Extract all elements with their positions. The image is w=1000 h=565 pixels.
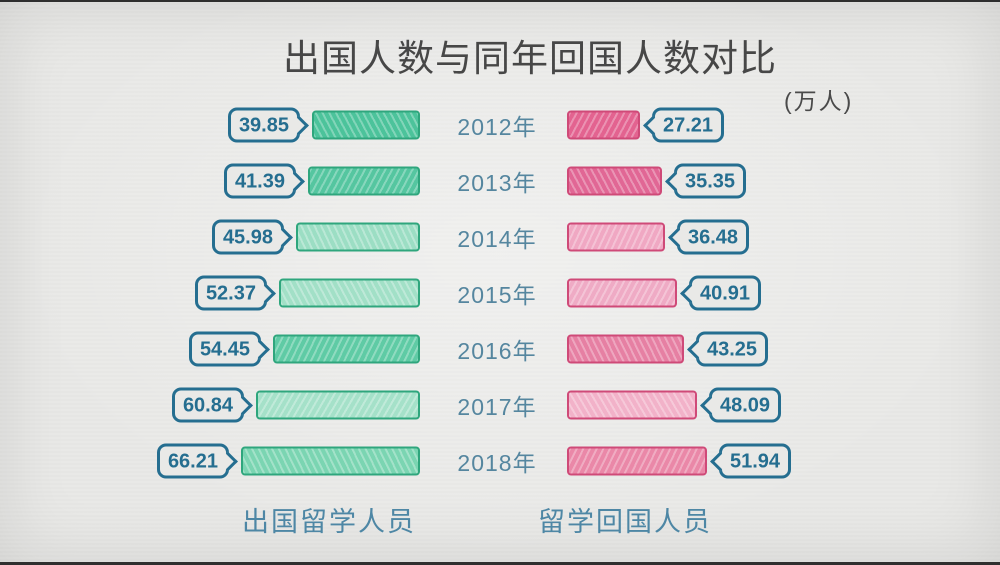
outbound-bar xyxy=(296,222,420,252)
outbound-bar xyxy=(241,446,420,476)
legend-returnee-label: 留学回国人员 xyxy=(538,507,712,537)
bar-row: 41.39 2013年 35.35 xyxy=(0,153,1000,209)
outbound-value-bubble: 39.85 xyxy=(227,107,300,143)
outbound-bar xyxy=(256,390,420,420)
returnee-bar xyxy=(567,278,677,308)
outbound-bar xyxy=(279,278,420,308)
returnee-bar xyxy=(567,390,697,420)
outbound-value-bubble: 45.98 xyxy=(211,219,284,255)
returnee-bar xyxy=(567,166,662,196)
returnee-value-bubble: 48.09 xyxy=(709,387,782,423)
returnee-bar xyxy=(567,446,707,476)
returnee-bar xyxy=(567,110,640,140)
bar-row: 60.84 2017年 48.09 xyxy=(0,377,1000,433)
returnee-bar xyxy=(567,334,684,364)
bar-row: 52.37 2015年 40.91 xyxy=(0,265,1000,321)
year-label: 2014年 xyxy=(457,226,537,252)
outbound-bar xyxy=(273,334,420,364)
chart-title: 出国人数与同年回国人数对比 xyxy=(283,38,777,79)
year-label: 2013年 xyxy=(457,170,537,196)
outbound-value-bubble: 60.84 xyxy=(171,387,244,423)
outbound-value-bubble: 52.37 xyxy=(194,275,267,311)
returnee-value-bubble: 51.94 xyxy=(719,443,792,479)
legend-outbound-label: 出国留学人员 xyxy=(242,507,416,537)
bar-row: 66.21 2018年 51.94 xyxy=(0,433,1000,489)
year-label: 2018年 xyxy=(457,450,537,476)
unit-label: (万人) xyxy=(784,88,854,114)
bar-row: 54.45 2016年 43.25 xyxy=(0,321,1000,377)
outbound-bar xyxy=(308,166,420,196)
bar-row: 39.85 2012年 27.21 xyxy=(0,97,1000,153)
year-label: 2012年 xyxy=(457,114,537,140)
returnee-value-bubble: 36.48 xyxy=(677,219,750,255)
returnee-value-bubble: 40.91 xyxy=(689,275,762,311)
outbound-value-bubble: 41.39 xyxy=(223,163,296,199)
outbound-bar xyxy=(312,110,420,140)
frame-bottom-edge xyxy=(0,562,1000,565)
year-label: 2015年 xyxy=(457,282,537,308)
year-label: 2017年 xyxy=(457,394,537,420)
outbound-value-bubble: 54.45 xyxy=(188,331,261,367)
returnee-value-bubble: 27.21 xyxy=(652,107,725,143)
bar-row: 45.98 2014年 36.48 xyxy=(0,209,1000,265)
outbound-value-bubble: 66.21 xyxy=(156,443,229,479)
year-label: 2016年 xyxy=(457,338,537,364)
frame-top-edge xyxy=(0,0,1000,2)
returnee-value-bubble: 43.25 xyxy=(696,331,769,367)
returnee-value-bubble: 35.35 xyxy=(674,163,747,199)
returnee-bar xyxy=(567,222,665,252)
